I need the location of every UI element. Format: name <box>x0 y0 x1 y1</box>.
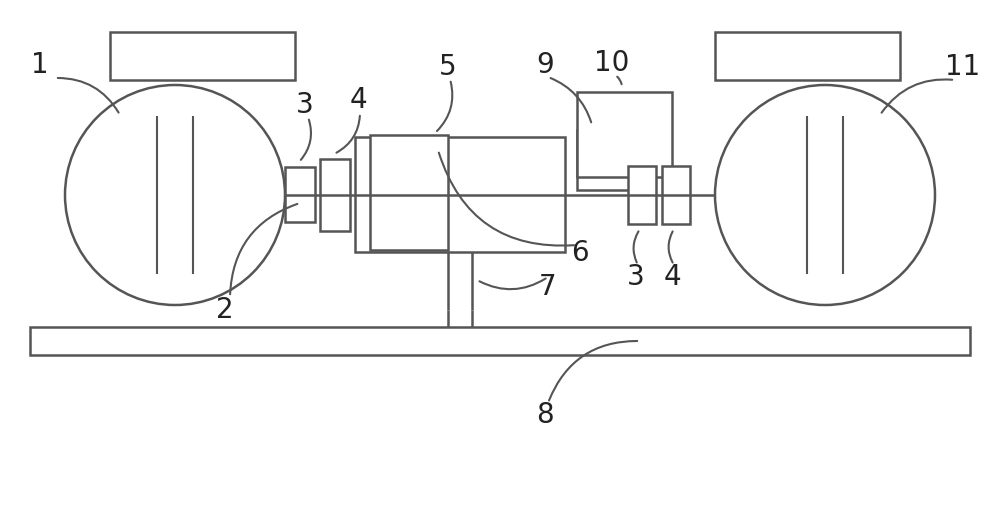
Text: 6: 6 <box>571 239 589 267</box>
Text: 7: 7 <box>539 273 557 301</box>
Text: 11: 11 <box>945 53 981 81</box>
Text: 3: 3 <box>296 91 314 119</box>
Circle shape <box>65 85 285 305</box>
Bar <box>355 137 565 252</box>
Bar <box>715 32 900 80</box>
Bar <box>110 32 295 80</box>
Text: 3: 3 <box>627 263 645 291</box>
Bar <box>370 135 448 250</box>
Bar <box>662 166 690 224</box>
Text: 4: 4 <box>349 86 367 114</box>
Text: 5: 5 <box>439 53 457 81</box>
Bar <box>285 167 315 222</box>
Bar <box>628 166 656 224</box>
Text: 9: 9 <box>536 51 554 79</box>
Circle shape <box>715 85 935 305</box>
Text: 2: 2 <box>216 296 234 324</box>
Text: 8: 8 <box>536 401 554 429</box>
Text: 4: 4 <box>663 263 681 291</box>
Text: 10: 10 <box>594 49 630 77</box>
Bar <box>577 92 672 177</box>
Text: 1: 1 <box>31 51 49 79</box>
Bar <box>320 159 350 231</box>
Bar <box>577 130 645 190</box>
Bar <box>30 327 970 355</box>
